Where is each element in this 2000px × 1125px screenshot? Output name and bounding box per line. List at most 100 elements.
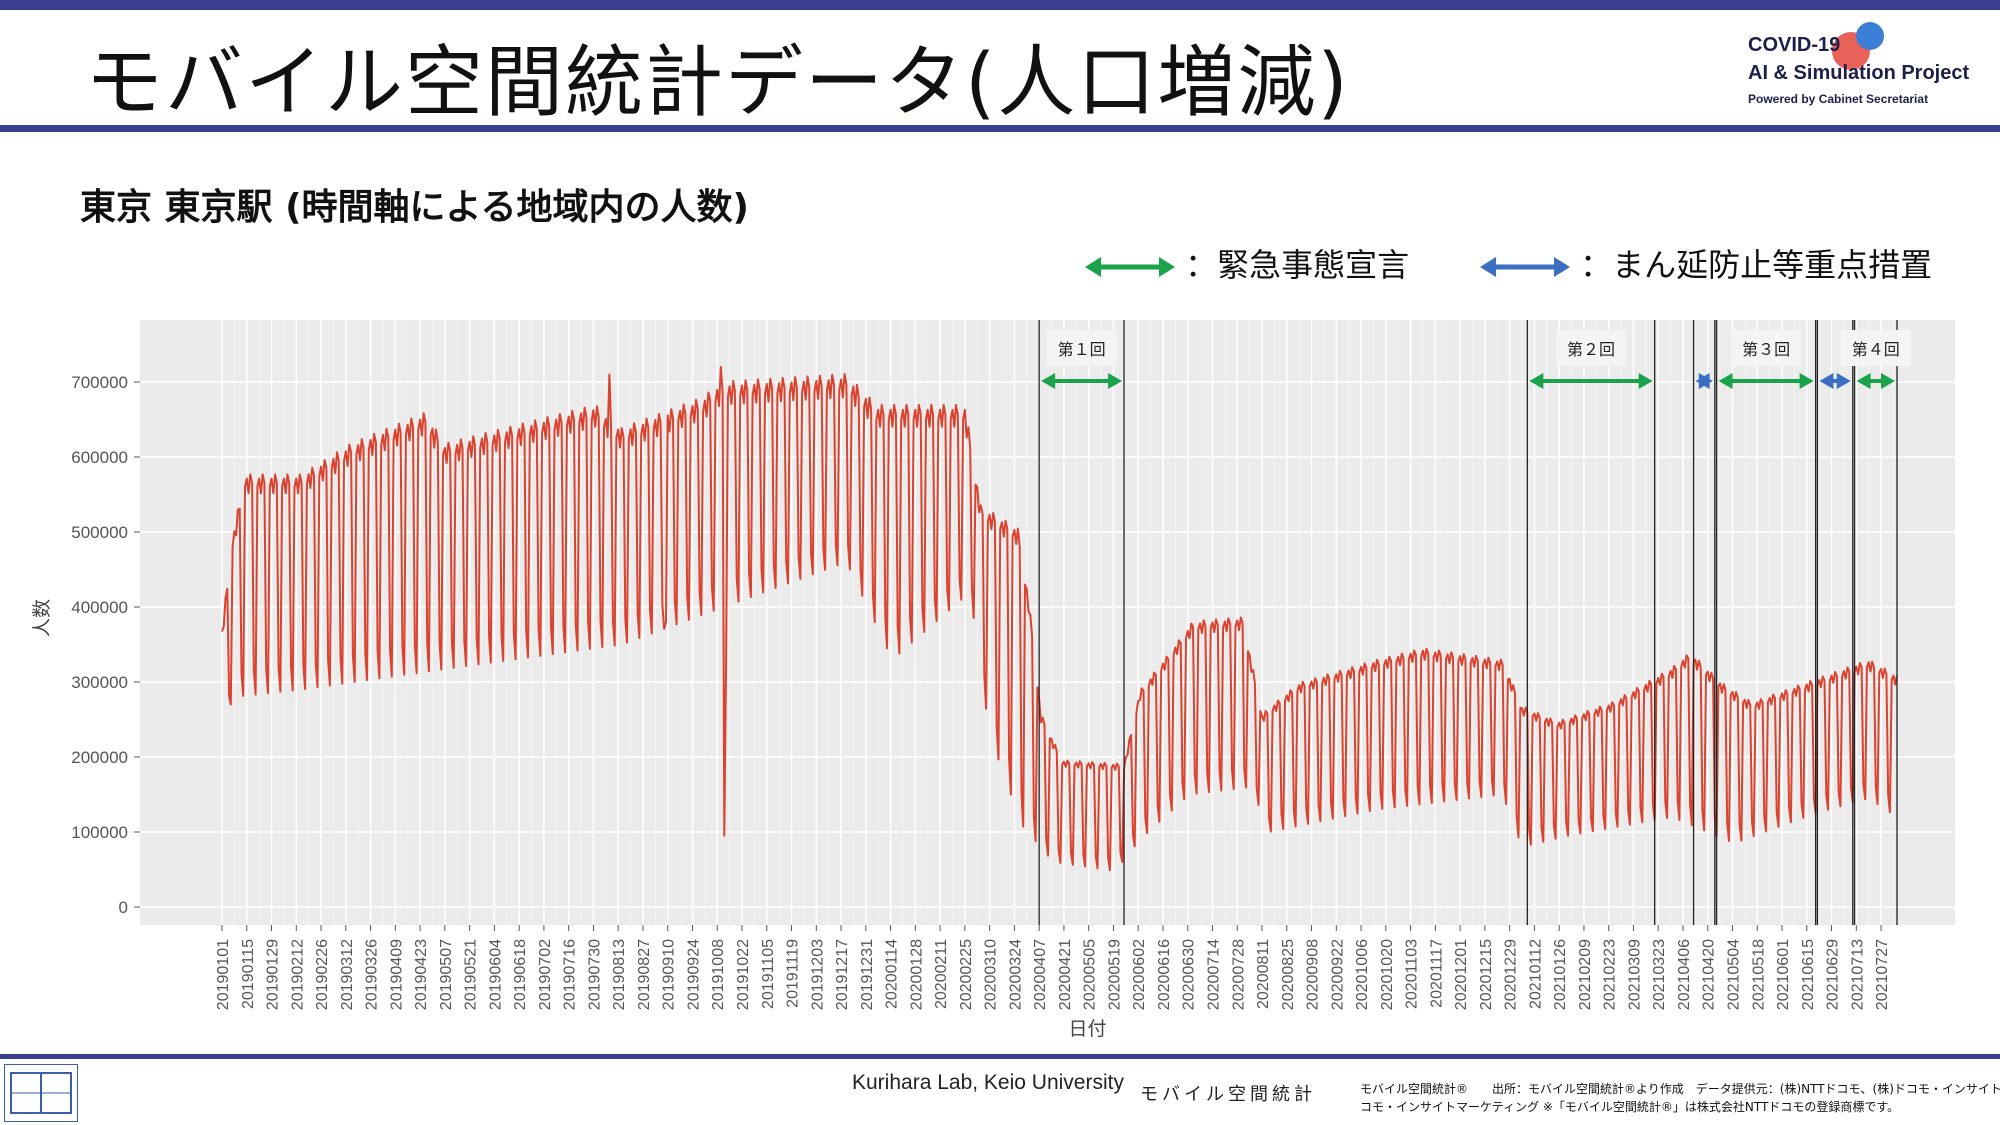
declaration-arrow-head bbox=[1529, 373, 1544, 389]
x-tick-label: 20210518 bbox=[1750, 939, 1767, 1010]
declaration-label-box bbox=[1840, 330, 1911, 366]
y-tick-label: 700000 bbox=[71, 373, 128, 392]
x-tick-label: 20201020 bbox=[1379, 939, 1396, 1010]
x-tick-label: 20200908 bbox=[1305, 939, 1322, 1010]
declaration-arrow-head bbox=[1819, 373, 1834, 389]
declaration-arrow-head bbox=[1108, 373, 1123, 389]
x-tick-label: 20200114 bbox=[884, 939, 901, 1009]
x-tick-label: 20191217 bbox=[834, 939, 851, 1010]
declaration-arrow-head bbox=[1638, 373, 1653, 389]
population-line-chart: 0 100000 200000 300000 400000 500000 600000 700… bbox=[31, 320, 1955, 1040]
x-tick-label: 20190910 bbox=[661, 939, 678, 1010]
y-tick-label: 400000 bbox=[71, 598, 128, 617]
x-tick-label: 20200630 bbox=[1181, 939, 1198, 1010]
x-tick-label: 20200519 bbox=[1106, 939, 1123, 1010]
y-axis-label: 人数 bbox=[31, 599, 53, 637]
legend-priority-label: ：まん延防止等重点措置 bbox=[1580, 246, 1933, 284]
x-tick-label: 20200421 bbox=[1057, 939, 1074, 1010]
declaration-label-box bbox=[1731, 330, 1802, 366]
x-tick-label: 20201229 bbox=[1503, 939, 1520, 1010]
green-double-arrow-icon bbox=[1085, 257, 1175, 277]
x-tick-label: 20190702 bbox=[537, 939, 554, 1010]
x-tick-label: 20210323 bbox=[1651, 939, 1668, 1010]
chart-subtitle: 東京 東京駅 (時間軸による地域内の人数) bbox=[80, 187, 749, 228]
legend-emergency-label: ：緊急事態宣言 bbox=[1185, 246, 1410, 284]
x-tick-label: 20190716 bbox=[562, 939, 579, 1010]
declaration-arrow-head bbox=[1041, 373, 1056, 389]
footer-brand: モバイル空間統計 bbox=[1140, 1084, 1316, 1105]
x-tick-label: 20210126 bbox=[1552, 939, 1569, 1010]
x-tick-label: 20200616 bbox=[1156, 939, 1173, 1010]
slide-title: モバイル空間統計データ(人口増減) bbox=[85, 38, 1350, 128]
declaration-arrow-head bbox=[1718, 373, 1733, 389]
x-tick-label: 20210420 bbox=[1701, 939, 1718, 1010]
x-tick-label: 20190618 bbox=[512, 939, 529, 1010]
covid-ai-simulation-logo: COVID-19 AI & Simulation Project Powered… bbox=[1748, 22, 1988, 115]
legend-priority: ：まん延防止等重点措置 bbox=[1480, 240, 1932, 286]
x-tick-label: 20191105 bbox=[760, 939, 777, 1009]
x-tick-label: 20200505 bbox=[1082, 939, 1099, 1010]
x-tick-label: 20201201 bbox=[1453, 939, 1470, 1010]
logo-line3: Powered by Cabinet Secretariat bbox=[1748, 92, 1929, 106]
x-tick-label: 20190604 bbox=[487, 939, 504, 1010]
declaration-arrow-head bbox=[1856, 373, 1871, 389]
footer-source-line2: コモ・インサイトマーケティング ※「モバイル空間統計®」は株式会社NTTドコモの… bbox=[1360, 1100, 1900, 1114]
x-tick-label: 20190212 bbox=[289, 939, 306, 1010]
x-tick-label: 20190507 bbox=[438, 939, 455, 1010]
legend-emergency: ：緊急事態宣言 bbox=[1085, 240, 1409, 286]
y-tick-label: 0 bbox=[119, 898, 128, 917]
x-tick-label: 20190521 bbox=[463, 939, 480, 1010]
x-tick-label: 20190226 bbox=[314, 939, 331, 1010]
y-tick-label: 500000 bbox=[71, 523, 128, 542]
x-tick-label: 20190813 bbox=[611, 939, 628, 1010]
x-tick-label: 20191231 bbox=[859, 939, 876, 1010]
declaration-label: 第４回 bbox=[1852, 340, 1900, 359]
blue-double-arrow-icon bbox=[1480, 257, 1570, 277]
x-tick-label: 20210112 bbox=[1527, 939, 1544, 1009]
title-divider bbox=[0, 125, 2000, 132]
x-tick-label: 20190924 bbox=[685, 939, 702, 1010]
x-tick-label: 20201103 bbox=[1404, 939, 1421, 1009]
x-tick-label: 20200128 bbox=[908, 939, 925, 1010]
x-tick-label: 20200602 bbox=[1131, 939, 1148, 1010]
declaration-label: 第２回 bbox=[1567, 340, 1615, 359]
x-tick-label: 20201215 bbox=[1478, 939, 1495, 1010]
declaration-label: 第１回 bbox=[1058, 340, 1106, 359]
x-tick-label: 20200225 bbox=[958, 939, 975, 1010]
declaration-label: 第３回 bbox=[1742, 340, 1790, 359]
logo-line2: AI & Simulation Project bbox=[1748, 62, 1970, 84]
declaration-arrow-head bbox=[1881, 373, 1895, 389]
x-tick-label: 20190827 bbox=[636, 939, 653, 1010]
population-series-line bbox=[221, 366, 1898, 872]
x-tick-label: 20201006 bbox=[1354, 939, 1371, 1010]
x-tick-label: 20190730 bbox=[586, 939, 603, 1010]
y-tick-label: 100000 bbox=[71, 823, 128, 842]
y-tick-label: 200000 bbox=[71, 748, 128, 767]
x-tick-label: 20200922 bbox=[1329, 939, 1346, 1010]
logo-blue-circle bbox=[1856, 22, 1884, 50]
x-tick-label: 20190423 bbox=[413, 939, 430, 1010]
x-tick-label: 20210209 bbox=[1577, 939, 1594, 1010]
x-tick-label: 20190115 bbox=[240, 939, 257, 1009]
x-tick-label: 20210309 bbox=[1626, 939, 1643, 1010]
y-tick-label: 300000 bbox=[71, 673, 128, 692]
x-tick-label: 20200407 bbox=[1032, 939, 1049, 1010]
footer-divider bbox=[0, 1054, 2000, 1059]
x-tick-label: 20210615 bbox=[1800, 939, 1817, 1010]
x-tick-label: 20190326 bbox=[364, 939, 381, 1010]
x-tick-label: 20190129 bbox=[265, 939, 282, 1010]
x-tick-label: 20190312 bbox=[339, 939, 356, 1010]
x-tick-label: 20210713 bbox=[1849, 939, 1866, 1010]
declaration-arrow-head bbox=[1698, 373, 1713, 389]
x-tick-label: 20210601 bbox=[1775, 939, 1792, 1010]
x-tick-label: 20210223 bbox=[1602, 939, 1619, 1010]
x-tick-label: 20200811 bbox=[1255, 939, 1272, 1009]
declaration-label-box bbox=[1556, 330, 1627, 366]
x-tick-label: 20190101 bbox=[215, 939, 232, 1010]
x-tick-label: 20210629 bbox=[1825, 939, 1842, 1010]
x-tick-label: 20191008 bbox=[710, 939, 727, 1010]
x-tick-label: 20210504 bbox=[1726, 939, 1743, 1010]
x-tick-label: 20210727 bbox=[1874, 939, 1891, 1010]
x-tick-label: 20191203 bbox=[809, 939, 826, 1010]
x-axis-label: 日付 bbox=[1068, 1018, 1106, 1040]
